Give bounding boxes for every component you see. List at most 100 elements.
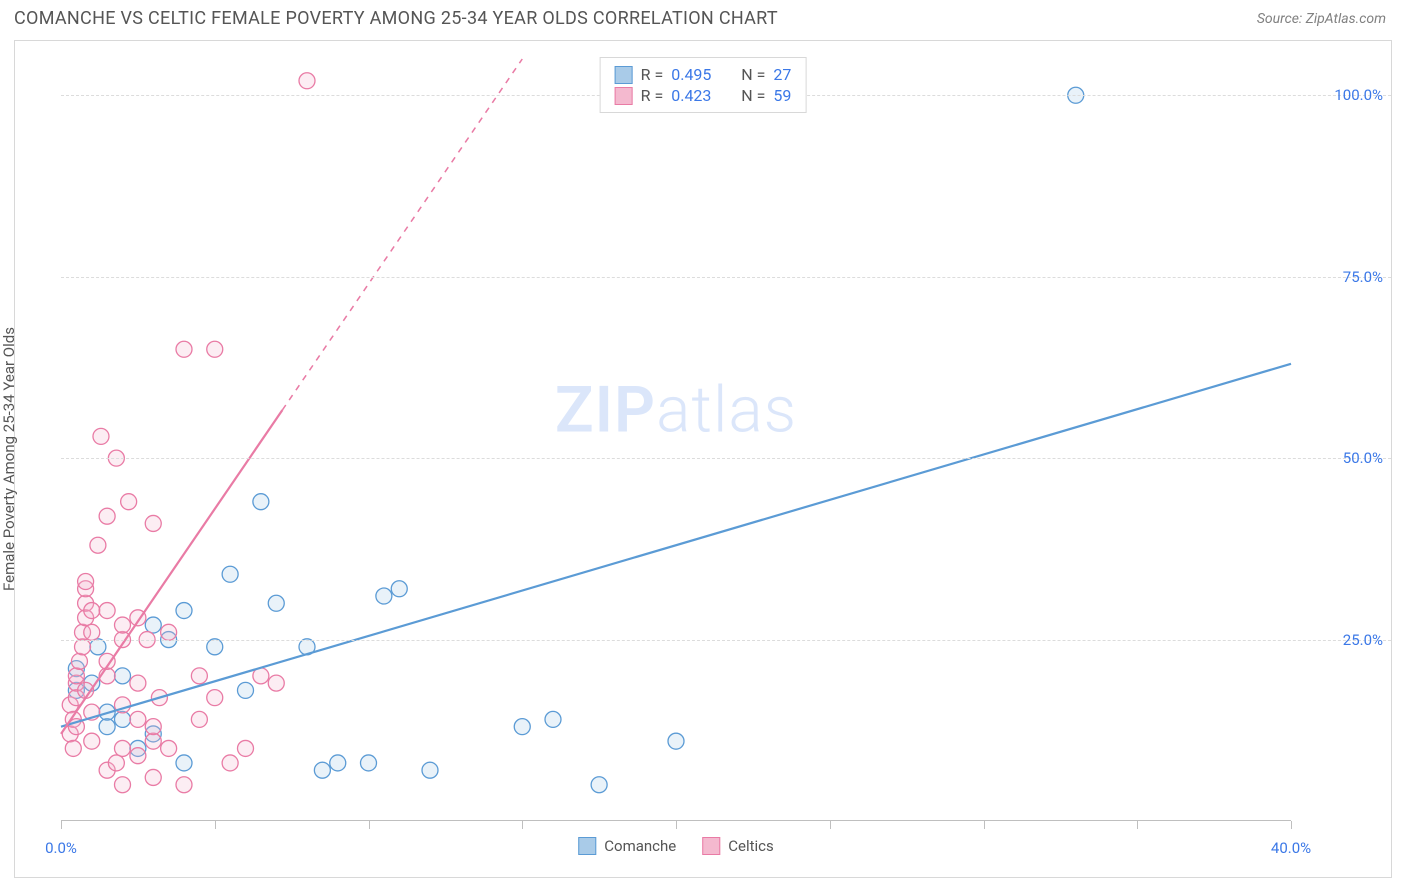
x-tick-label: 0.0% [45,839,77,857]
scatter-point [93,428,109,444]
correlation-stats-box: R = 0.495 N = 27 R = 0.423 N = 59 [600,57,807,113]
legend-item: Celtics [702,837,774,855]
scatter-point [108,755,124,771]
scatter-point [391,581,407,597]
scatter-point [191,668,207,684]
legend-swatch [615,87,633,105]
y-axis-label: Female Poverty Among 25-34 Year Olds [0,327,18,591]
scatter-point [145,769,161,785]
scatter-point [176,755,192,771]
scatter-point [115,617,131,633]
stat-r-label: R = [641,86,664,105]
scatter-point [299,73,315,89]
scatter-point [145,733,161,749]
legend-swatch [615,66,633,84]
scatter-point [84,733,100,749]
scatter-svg [61,59,1291,821]
x-tick [522,821,523,829]
gridline [61,640,1391,641]
scatter-point [238,740,254,756]
scatter-point [314,762,330,778]
scatter-point [238,682,254,698]
scatter-point [176,341,192,357]
scatter-point [84,603,100,619]
x-tick [830,821,831,829]
legend-item: Comanche [578,837,676,855]
scatter-point [145,617,161,633]
scatter-point [545,711,561,727]
scatter-point [115,711,131,727]
scatter-point [65,740,81,756]
stat-r-label: R = [641,65,664,84]
x-tick-label: 40.0% [1271,839,1311,857]
scatter-point [207,690,223,706]
scatter-point [99,719,115,735]
scatter-point [191,711,207,727]
gridline [61,277,1391,278]
scatter-point [222,755,238,771]
scatter-point [78,574,94,590]
trend-line [61,364,1291,727]
scatter-point [161,624,177,640]
x-tick [369,821,370,829]
scatter-point [161,740,177,756]
scatter-point [90,639,106,655]
y-tick-label: 75.0% [1343,268,1383,286]
scatter-point [99,603,115,619]
scatter-point [668,733,684,749]
scatter-point [207,639,223,655]
scatter-point [130,748,146,764]
scatter-point [514,719,530,735]
scatter-point [176,777,192,793]
scatter-point [75,639,91,655]
x-tick [984,821,985,829]
scatter-point [84,624,100,640]
scatter-point [90,537,106,553]
x-tick [676,821,677,829]
stat-r-value: 0.423 [671,86,723,105]
chart-title: COMANCHE VS CELTIC FEMALE POVERTY AMONG … [14,8,778,29]
legend-swatch [578,837,596,855]
stats-row: R = 0.423 N = 59 [615,85,792,106]
scatter-point [115,668,131,684]
stats-row: R = 0.495 N = 27 [615,64,792,85]
chart-container: Female Poverty Among 25-34 Year Olds ZIP… [14,40,1392,878]
y-tick-label: 25.0% [1343,631,1383,649]
stat-n-value: 59 [773,86,791,105]
scatter-point [115,740,131,756]
scatter-point [99,508,115,524]
scatter-point [376,588,392,604]
scatter-point [422,762,438,778]
x-tick [1291,821,1292,829]
plot-area: ZIPatlas ComancheCeltics 25.0%50.0%75.0%… [61,59,1291,821]
scatter-point [176,603,192,619]
scatter-point [268,595,284,611]
legend-label: Celtics [728,837,774,855]
scatter-point [71,653,87,669]
trend-line-extrapolated [282,59,522,410]
legend-swatch [702,837,720,855]
x-tick [61,821,62,829]
source-label: Source: ZipAtlas.com [1257,11,1386,27]
stat-r-value: 0.495 [671,65,723,84]
y-tick-label: 100.0% [1334,86,1383,104]
scatter-point [591,777,607,793]
scatter-point [130,675,146,691]
stat-n-label: N = [741,86,765,105]
stat-n-label: N = [741,65,765,84]
scatter-point [68,668,84,684]
scatter-point [145,515,161,531]
scatter-point [115,777,131,793]
x-tick [1137,821,1138,829]
series-legend: Comanche Celtics [578,837,774,855]
scatter-point [361,755,377,771]
scatter-point [268,675,284,691]
gridline [61,458,1391,459]
scatter-point [207,341,223,357]
scatter-point [145,719,161,735]
y-tick-label: 50.0% [1343,449,1383,467]
scatter-point [253,494,269,510]
stat-n-value: 27 [773,65,791,84]
scatter-point [330,755,346,771]
legend-label: Comanche [604,837,676,855]
